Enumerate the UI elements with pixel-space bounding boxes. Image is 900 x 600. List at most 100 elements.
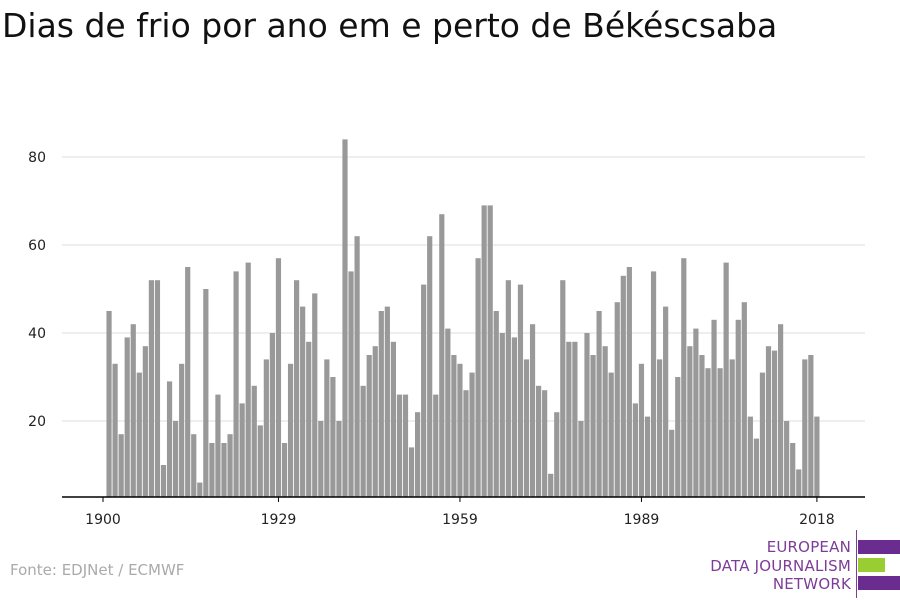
bar-2010 — [765, 346, 772, 497]
bar-1955 — [433, 394, 439, 497]
bar-1913 — [179, 363, 185, 497]
logo-line-2: DATA JOURNALISM — [710, 557, 851, 575]
bar-1999 — [699, 355, 705, 497]
chart-title: Dias de frio por ano em e perto de Békés… — [2, 6, 778, 45]
bar-1928 — [269, 333, 275, 497]
bar-1946 — [378, 311, 384, 497]
bar-1943 — [360, 385, 366, 497]
bar-2001 — [711, 319, 717, 497]
bar-1973 — [542, 390, 548, 497]
bar-1977 — [566, 341, 572, 497]
logo-bar-top — [858, 540, 900, 554]
y-tick-label: 40 — [28, 326, 46, 342]
bar-1935 — [312, 293, 318, 497]
bar-1902 — [112, 363, 118, 497]
bar-1974 — [548, 473, 554, 497]
bar-1903 — [118, 434, 124, 497]
bar-2007 — [747, 416, 753, 497]
logo-bar-bottom — [858, 576, 900, 590]
bar-1921 — [227, 434, 233, 497]
bar-1933 — [300, 306, 306, 497]
logo-line-3: NETWORK — [772, 575, 851, 593]
bar-1938 — [330, 377, 336, 497]
bar-1982 — [596, 311, 602, 497]
bar-1907 — [142, 346, 148, 497]
bar-1944 — [366, 355, 372, 497]
bar-1969 — [517, 284, 524, 497]
bar-1950 — [402, 394, 409, 497]
bar-1923 — [239, 403, 245, 497]
bar-1918 — [209, 443, 215, 497]
x-tick-label: 1959 — [442, 512, 478, 528]
x-tick-label: 1929 — [261, 512, 297, 528]
bar-1984 — [608, 372, 614, 497]
bar-1916 — [197, 482, 203, 497]
bar-1998 — [693, 328, 699, 497]
bar-1981 — [590, 355, 596, 497]
bar-1920 — [221, 443, 227, 497]
bar-1954 — [427, 236, 433, 497]
bar-1967 — [505, 280, 511, 497]
bar-1929 — [275, 258, 282, 497]
x-tick-label: 2018 — [799, 512, 835, 528]
logo-bar-middle — [858, 558, 885, 572]
bar-1941 — [348, 271, 354, 497]
bar-1906 — [136, 372, 142, 497]
bar-2002 — [717, 368, 723, 497]
bar-1905 — [130, 324, 136, 497]
bar-1996 — [681, 258, 687, 497]
bar-1947 — [384, 306, 390, 497]
bar-1937 — [324, 359, 330, 497]
bar-1963 — [481, 205, 487, 497]
bar-2018 — [814, 416, 820, 497]
bar-1983 — [602, 346, 608, 497]
logo-divider — [856, 530, 857, 598]
bar-1911 — [166, 381, 173, 497]
bar-1901 — [106, 311, 112, 497]
bar-1922 — [233, 271, 239, 497]
axes: 20 40 60 80 1900 1929 1959 1989 2018 — [28, 150, 865, 528]
bar-1991 — [650, 271, 657, 497]
x-tick-label: 1900 — [85, 512, 121, 528]
bar-1976 — [560, 280, 566, 497]
y-tick-label: 80 — [28, 150, 46, 166]
bar-1958 — [451, 355, 457, 497]
bar-1953 — [421, 284, 427, 497]
bar-1912 — [173, 421, 179, 497]
bar-1962 — [475, 258, 481, 497]
bar-1915 — [191, 434, 197, 497]
bar-2008 — [753, 438, 759, 497]
bar-1959 — [457, 363, 463, 497]
bar-1995 — [675, 377, 681, 497]
bar-2004 — [729, 359, 735, 497]
bar-1988 — [632, 403, 638, 497]
bar-1932 — [294, 280, 300, 497]
bar-1997 — [687, 346, 693, 497]
bar-2012 — [778, 324, 784, 497]
bar-1972 — [536, 385, 542, 497]
bar-1971 — [529, 324, 536, 497]
bar-1964 — [487, 205, 493, 497]
bar-2005 — [735, 319, 741, 497]
bar-1989 — [638, 363, 645, 497]
bar-1925 — [251, 385, 257, 497]
bar-1960 — [463, 390, 469, 497]
edjnet-logo: EUROPEAN DATA JOURNALISM NETWORK — [700, 530, 900, 600]
bar-1968 — [511, 337, 517, 497]
bar-1966 — [499, 333, 505, 497]
bar-2000 — [705, 368, 711, 497]
bar-2003 — [723, 262, 729, 497]
bar-1945 — [372, 346, 378, 497]
bar-1978 — [572, 341, 578, 497]
bar-1934 — [306, 341, 312, 497]
bar-1914 — [185, 267, 191, 497]
bar-1975 — [554, 412, 560, 497]
bar-1908 — [148, 280, 154, 497]
bar-1992 — [657, 359, 663, 497]
bar-2016 — [802, 359, 808, 497]
bar-1940 — [342, 139, 348, 497]
bar-1924 — [245, 262, 251, 497]
bar-1965 — [493, 311, 499, 497]
bar-2014 — [790, 443, 796, 497]
